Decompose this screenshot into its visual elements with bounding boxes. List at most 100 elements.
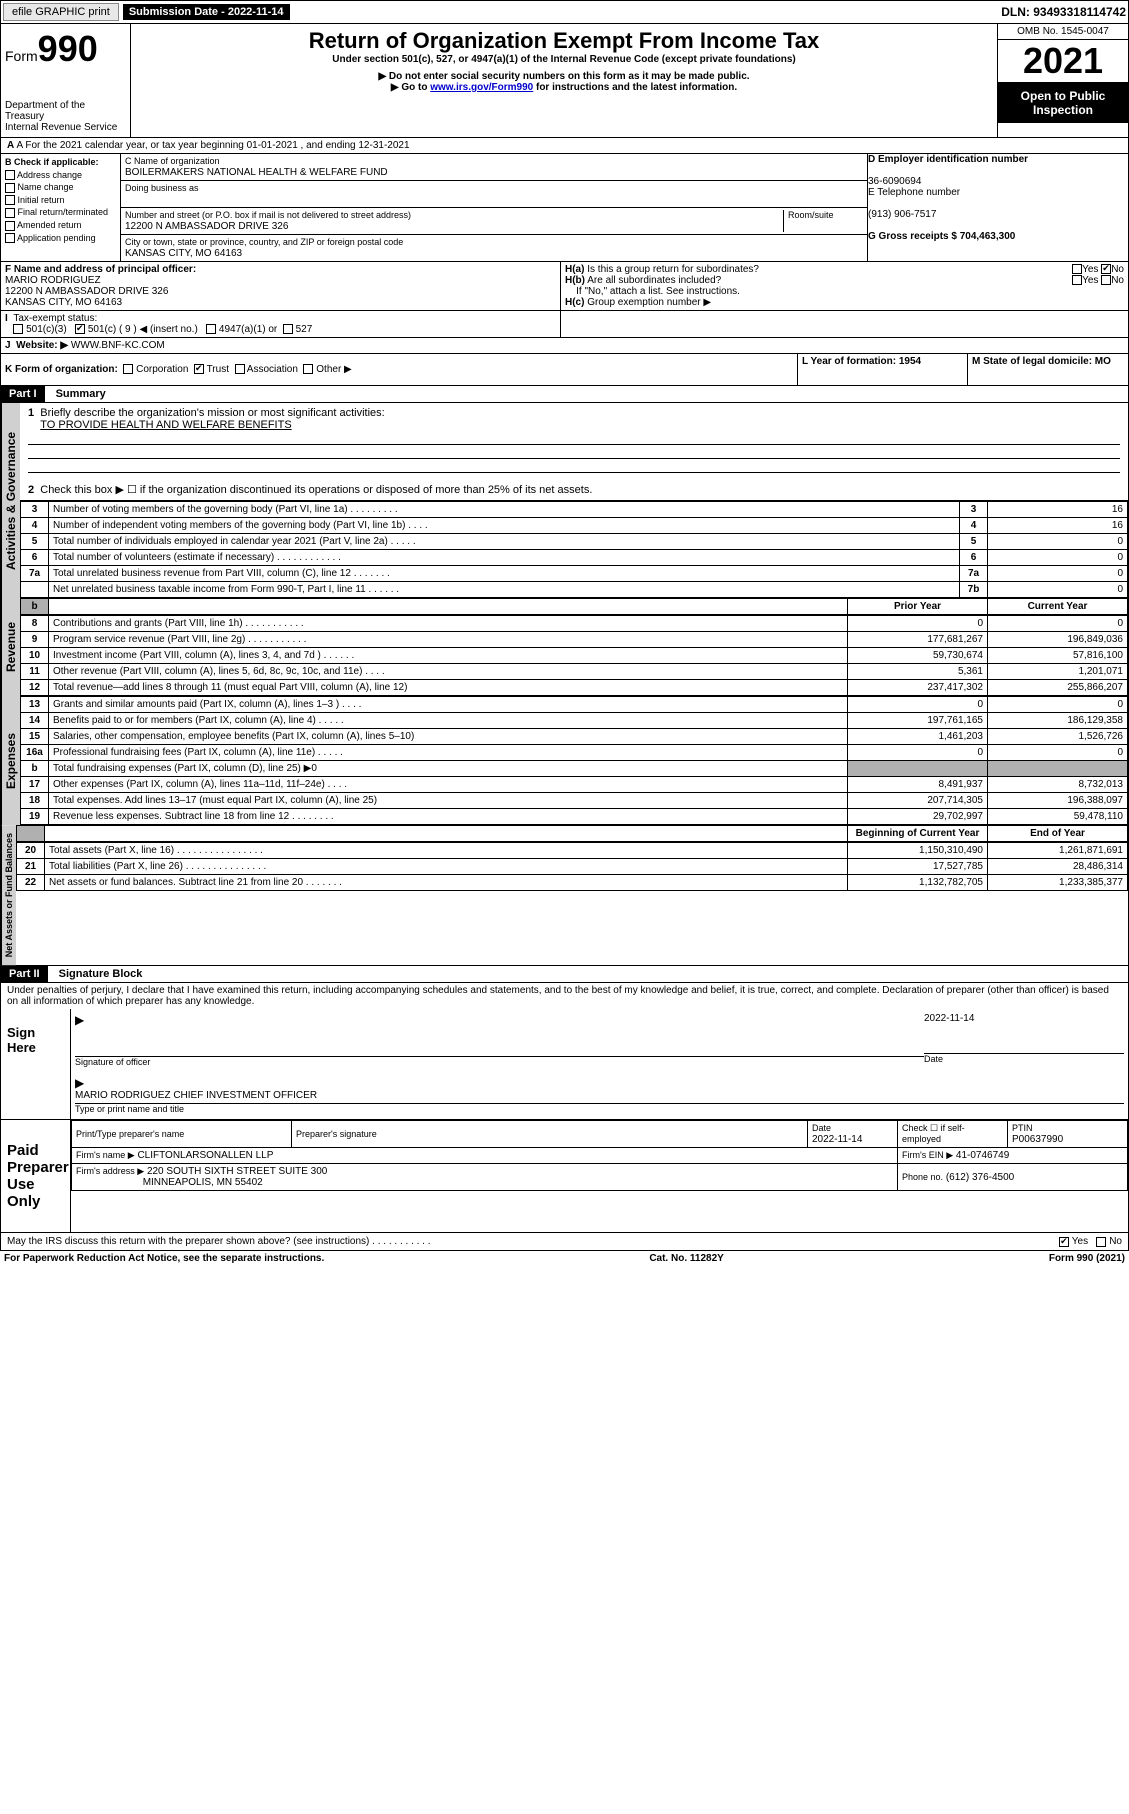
phone-label: E Telephone number	[868, 187, 960, 198]
preparer-block: Paid Preparer Use Only Print/Type prepar…	[0, 1120, 1129, 1233]
sign-here-block: Sign Here ▶ Signature of officer 2022-11…	[0, 1009, 1129, 1120]
opt-amended: Amended return	[17, 220, 82, 230]
net-label: Net Assets or Fund Balances	[1, 825, 16, 965]
note-link: ▶ Go to www.irs.gov/Form990 for instruct…	[135, 82, 993, 93]
ha-label: Is this a group return for subordinates?	[587, 264, 759, 275]
check-assoc[interactable]	[235, 364, 245, 374]
hc-label: Group exemption number ▶	[587, 297, 711, 308]
form-number: 990	[38, 28, 98, 69]
ha-yes[interactable]	[1072, 264, 1082, 274]
expenses-section: Expenses 13Grants and similar amounts pa…	[0, 696, 1129, 825]
table-row: 10Investment income (Part VIII, column (…	[21, 648, 1128, 664]
block-k: K Form of organization: Corporation Trus…	[1, 354, 798, 386]
net-assets-section: Net Assets or Fund Balances Beginning of…	[0, 825, 1129, 966]
line-k-label: K Form of organization:	[5, 364, 118, 375]
tax-year-range: A For the 2021 calendar year, or tax yea…	[16, 140, 409, 151]
footer-center: Cat. No. 11282Y	[649, 1253, 723, 1264]
form-subtitle: Under section 501(c), 527, or 4947(a)(1)…	[135, 54, 993, 65]
check-initial[interactable]	[5, 195, 15, 205]
block-f: F Name and address of principal officer:…	[1, 262, 561, 311]
revenue-section: Revenue bPrior YearCurrent Year 8Contrib…	[0, 598, 1129, 696]
efile-print-button[interactable]: efile GRAPHIC print	[3, 3, 119, 21]
officer-addr1: 12200 N AMBASSADOR DRIVE 326	[5, 286, 168, 297]
part1-header-row: Part I Summary	[0, 386, 1129, 403]
sign-date-value: 2022-11-14	[924, 1013, 974, 1024]
table-row: 3Number of voting members of the governi…	[21, 502, 1128, 518]
discuss-yes[interactable]	[1059, 1237, 1069, 1247]
check-name-change[interactable]	[5, 183, 15, 193]
declaration-text: Under penalties of perjury, I declare th…	[0, 983, 1129, 1009]
discuss-no[interactable]	[1096, 1237, 1106, 1247]
year-formation: L Year of formation: 1954	[802, 356, 921, 367]
block-m: M State of legal domicile: MO	[968, 354, 1128, 386]
org-city: KANSAS CITY, MO 64163	[125, 248, 242, 259]
section-a: A A For the 2021 calendar year, or tax y…	[0, 138, 1129, 154]
officer-name: MARIO RODRIGUEZ	[5, 275, 101, 286]
begin-year-header: Beginning of Current Year	[848, 826, 988, 842]
check-amended[interactable]	[5, 221, 15, 231]
check-corp[interactable]	[123, 364, 133, 374]
mission-text: TO PROVIDE HEALTH AND WELFARE BENEFITS	[40, 419, 291, 431]
table-row: bTotal fundraising expenses (Part IX, co…	[21, 761, 1128, 777]
table-row: 5Total number of individuals employed in…	[21, 534, 1128, 550]
part2-badge: Part II	[1, 966, 48, 982]
klm-row: K Form of organization: Corporation Trus…	[0, 354, 1129, 386]
check-other[interactable]	[303, 364, 313, 374]
table-row: 11Other revenue (Part VIII, column (A), …	[21, 664, 1128, 680]
q1: Briefly describe the organization's miss…	[40, 407, 384, 419]
opt-address: Address change	[17, 170, 82, 180]
check-pending[interactable]	[5, 233, 15, 243]
table-row: Net unrelated business taxable income fr…	[21, 582, 1128, 598]
check-final[interactable]	[5, 208, 15, 218]
officer-addr2: KANSAS CITY, MO 64163	[5, 297, 122, 308]
identity-row: B Check if applicable: Address change Na…	[0, 154, 1129, 262]
table-row: 19Revenue less expenses. Subtract line 1…	[21, 809, 1128, 825]
check-501c3[interactable]	[13, 324, 23, 334]
revenue-table: 8Contributions and grants (Part VIII, li…	[20, 615, 1128, 696]
tax-status-row: I Tax-exempt status: 501(c)(3) 501(c) ( …	[0, 311, 1129, 338]
org-address: 12200 N AMBASSADOR DRIVE 326	[125, 221, 288, 232]
signer-name: MARIO RODRIGUEZ CHIEF INVESTMENT OFFICER	[75, 1090, 317, 1101]
omb-label: OMB No. 1545-0047	[998, 24, 1128, 40]
activities-section: Activities & Governance 1 Briefly descri…	[0, 403, 1129, 598]
discuss-row: May the IRS discuss this return with the…	[0, 1233, 1129, 1251]
website-label: Website: ▶	[16, 340, 68, 351]
check-501c[interactable]	[75, 324, 85, 334]
top-bar: efile GRAPHIC print Submission Date - 20…	[0, 0, 1129, 24]
part1-badge: Part I	[1, 386, 45, 402]
block-h: H(a) Is this a group return for subordin…	[561, 262, 1128, 311]
ha-no[interactable]	[1101, 264, 1111, 274]
discuss-q: May the IRS discuss this return with the…	[7, 1236, 431, 1247]
opt-initial: Initial return	[18, 195, 65, 205]
hb-yes[interactable]	[1072, 275, 1082, 285]
check-4947[interactable]	[206, 324, 216, 334]
check-527[interactable]	[283, 324, 293, 334]
table-row: 8Contributions and grants (Part VIII, li…	[21, 616, 1128, 632]
check-trust[interactable]	[194, 364, 204, 374]
table-row: 14Benefits paid to or for members (Part …	[21, 713, 1128, 729]
net-header-table: Beginning of Current YearEnd of Year	[16, 825, 1128, 842]
header-center: Return of Organization Exempt From Incom…	[131, 24, 998, 137]
block-d: D Employer identification number 36-6090…	[868, 154, 1128, 262]
footer-right: Form 990 (2021)	[1049, 1253, 1125, 1264]
opt-name: Name change	[18, 182, 74, 192]
date-label: Date	[924, 1054, 943, 1064]
table-row: 21Total liabilities (Part X, line 26) . …	[17, 859, 1128, 875]
irs-link[interactable]: www.irs.gov/Form990	[430, 82, 533, 93]
expenses-label: Expenses	[1, 696, 20, 825]
officer-row: F Name and address of principal officer:…	[0, 262, 1129, 311]
part2-title: Signature Block	[51, 968, 143, 980]
footer-left: For Paperwork Reduction Act Notice, see …	[4, 1253, 324, 1264]
irs-label: Internal Revenue Service	[5, 122, 126, 133]
opt-final: Final return/terminated	[18, 207, 109, 217]
dln-label: DLN: 93493318114742	[1001, 5, 1126, 19]
name-title-label: Type or print name and title	[75, 1104, 184, 1114]
preparer-left-label: Paid Preparer Use Only	[1, 1120, 71, 1232]
ein-label: D Employer identification number	[868, 154, 1028, 165]
check-address-change[interactable]	[5, 170, 15, 180]
website-value: WWW.BNF-KC.COM	[71, 340, 165, 351]
hb-no[interactable]	[1101, 275, 1111, 285]
tax-year: 2021	[998, 40, 1128, 83]
table-row: 16aProfessional fundraising fees (Part I…	[21, 745, 1128, 761]
table-row: 20Total assets (Part X, line 16) . . . .…	[17, 843, 1128, 859]
